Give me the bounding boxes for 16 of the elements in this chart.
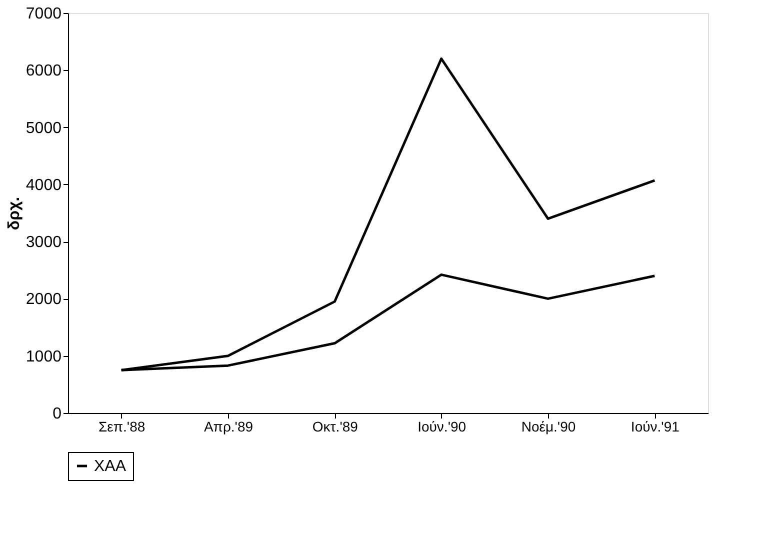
- y-tick-label: 3000: [26, 234, 62, 252]
- y-axis-title: δρχ.: [6, 196, 23, 230]
- x-tick-label: Οκτ.'89: [312, 418, 358, 434]
- x-tick-label: Σεπ.'88: [98, 418, 146, 434]
- y-tick-label: 5000: [26, 120, 62, 137]
- y-tick-label: 2000: [26, 291, 62, 308]
- y-tick-label: 7000: [26, 6, 62, 22]
- y-tick-label: 4000: [26, 176, 62, 194]
- x-tick-label: Ιούν.'91: [630, 418, 680, 434]
- x-tick-label: Απρ.'89: [204, 418, 254, 434]
- x-tick-label: Ιούν.'90: [418, 418, 466, 434]
- y-tick-label: 1000: [26, 348, 62, 366]
- y-tick-label: 6000: [26, 62, 62, 80]
- x-tick-label: Νοέμ.'90: [521, 418, 576, 434]
- y-tick-label: 0: [52, 406, 62, 422]
- legend-label: ΧΑΑ: [94, 458, 126, 475]
